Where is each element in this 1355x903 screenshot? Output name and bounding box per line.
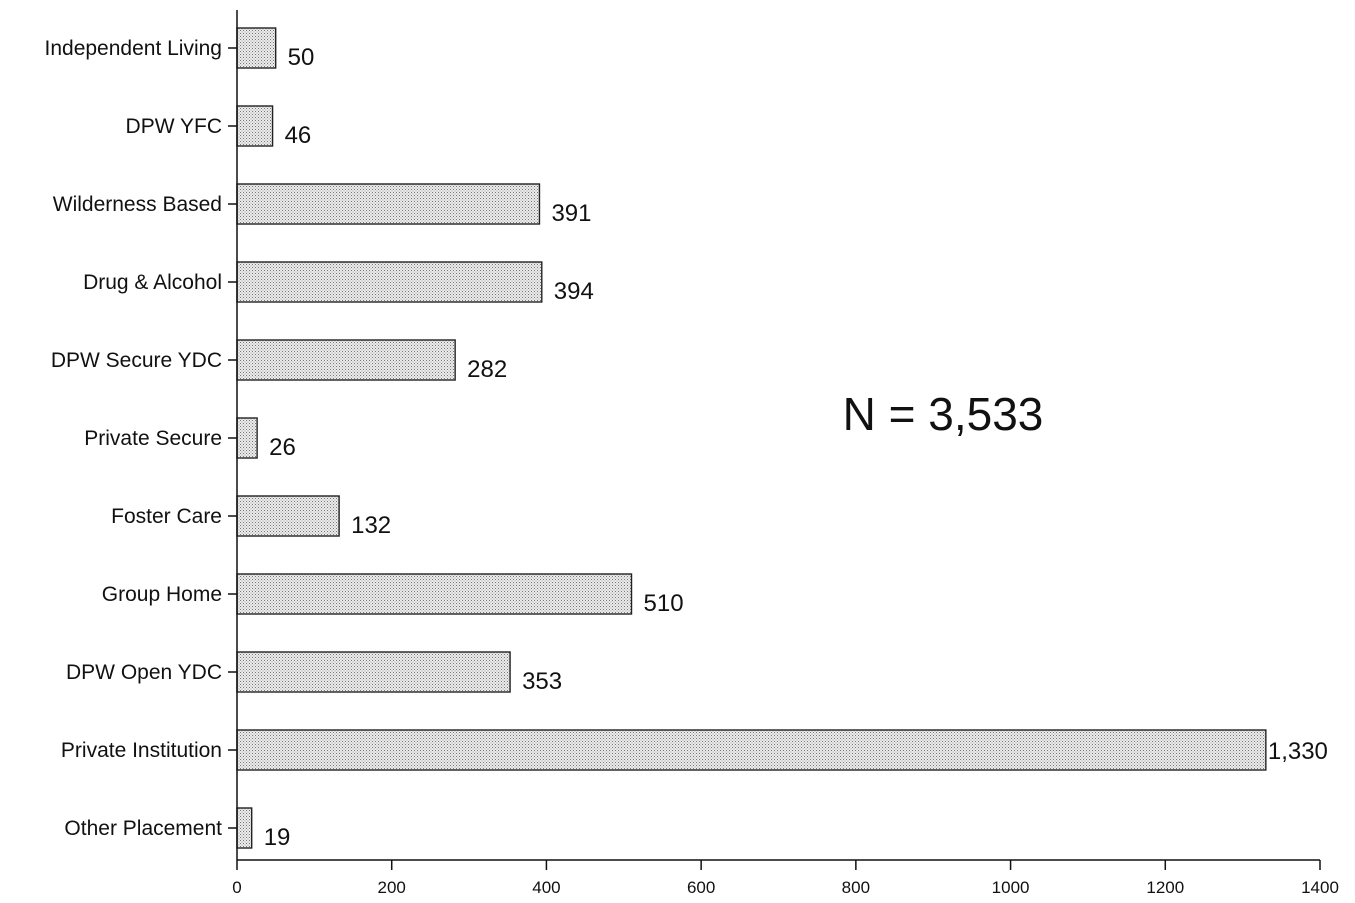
x-tick-label: 1000: [992, 878, 1030, 897]
bar: [236, 651, 511, 693]
value-label: 1,330: [1268, 738, 1328, 765]
bar: [236, 729, 1267, 771]
value-label: 510: [644, 590, 684, 617]
value-label: 46: [285, 122, 312, 149]
category-label: Private Secure: [84, 427, 222, 450]
value-label: 19: [264, 824, 291, 851]
bar: [236, 339, 456, 381]
x-tick-label: 600: [687, 878, 715, 897]
category-label: Independent Living: [45, 37, 223, 60]
bar: [236, 27, 277, 69]
category-label: DPW Open YDC: [66, 661, 222, 684]
bar: [236, 105, 274, 147]
bar: [236, 417, 258, 459]
sample-size-annotation: N = 3,533: [843, 388, 1044, 440]
category-label: Private Institution: [61, 739, 222, 762]
category-label: Wilderness Based: [53, 193, 222, 216]
value-label: 50: [288, 44, 315, 71]
value-label: 394: [554, 278, 594, 305]
bar: [236, 495, 340, 537]
value-label: 132: [351, 512, 391, 539]
category-label: Drug & Alcohol: [83, 271, 222, 294]
x-tick-label: 1400: [1301, 878, 1339, 897]
category-label: Group Home: [102, 583, 222, 606]
value-label: 391: [551, 200, 591, 227]
x-tick-label: 0: [232, 878, 241, 897]
axes-group: 0 200 400 600 800 1000 1200 1400 Independent Liv…: [45, 10, 1339, 897]
bar: [236, 807, 253, 849]
value-label: 353: [522, 668, 562, 695]
x-tick-label: 400: [532, 878, 560, 897]
value-label: 282: [467, 356, 507, 383]
category-label: Foster Care: [111, 505, 222, 528]
bar: [236, 573, 633, 615]
category-label: Other Placement: [64, 817, 222, 840]
bar: [236, 183, 541, 225]
x-tick-label: 800: [842, 878, 870, 897]
x-tick-label: 1200: [1146, 878, 1184, 897]
value-label: 26: [269, 434, 296, 461]
category-label: DPW YFC: [126, 115, 222, 138]
category-label: DPW Secure YDC: [51, 349, 222, 372]
bars-group: 50 46 391 394 282 26 132 510 353 1,330 19: [236, 27, 1328, 851]
bar: [236, 261, 543, 303]
x-tick-label: 200: [378, 878, 406, 897]
